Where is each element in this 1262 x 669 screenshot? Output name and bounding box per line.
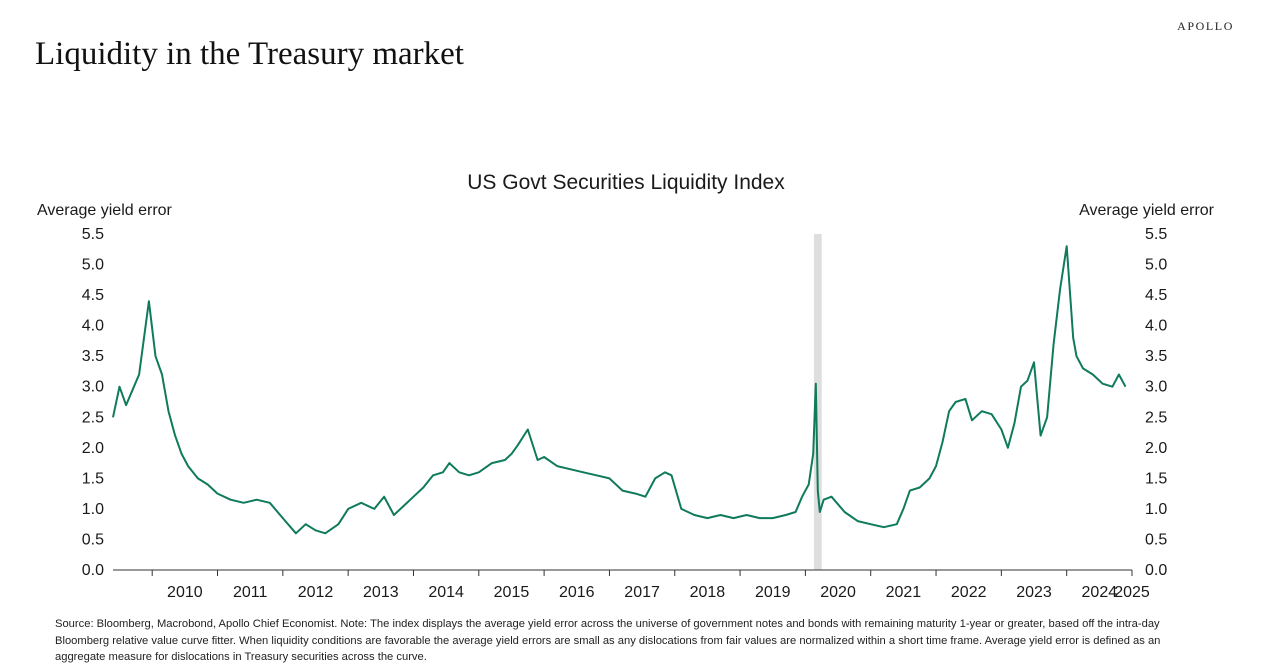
- y-tick-label-right: 1.0: [1145, 501, 1167, 518]
- y-tick-label-left: 1.5: [82, 470, 104, 487]
- y-tick-label-right: 2.5: [1145, 409, 1167, 426]
- x-tick-label: 2021: [886, 584, 922, 601]
- x-tick-label: 2025: [1114, 584, 1150, 601]
- shaded-period-bar: [813, 234, 822, 570]
- y-tick-label-right: 5.5: [1145, 226, 1167, 243]
- liquidity-line-chart: US Govt Securities Liquidity Index Avera…: [37, 171, 1215, 601]
- x-tick-label: 2022: [951, 584, 987, 601]
- y-tick-label-left: 5.5: [82, 226, 104, 243]
- y-tick-label-left: 3.0: [82, 379, 104, 396]
- x-tick-label: 2016: [559, 584, 595, 601]
- x-tick-label: 2017: [624, 584, 660, 601]
- chart-title: US Govt Securities Liquidity Index: [467, 171, 785, 194]
- y-tick-label-left: 5.0: [82, 257, 104, 274]
- y-tick-label-right: 1.5: [1145, 470, 1167, 487]
- source-note: Source: Bloomberg, Macrobond, Apollo Chi…: [55, 618, 1161, 663]
- x-tick-label: 2019: [755, 584, 791, 601]
- y-tick-label-left: 3.5: [82, 348, 104, 365]
- series-line-0: [112, 245, 1127, 535]
- x-tick-label: 2024: [1082, 584, 1118, 601]
- y-tick-label-right: 5.0: [1145, 257, 1167, 274]
- x-tick-label: 2011: [233, 584, 268, 601]
- x-tick-label: 2018: [690, 584, 726, 601]
- y-tick-label-right: 0.5: [1145, 531, 1167, 548]
- x-tick-label: 2012: [298, 584, 334, 601]
- y-tick-label-left: 4.0: [82, 318, 104, 335]
- y-tick-label-left: 0.0: [82, 562, 104, 579]
- y-tick-label-right: 4.0: [1145, 318, 1167, 335]
- y-tick-label-right: 0.0: [1145, 562, 1167, 579]
- x-tick-label: 2010: [167, 584, 203, 601]
- page-title: Liquidity in the Treasury market: [35, 36, 464, 72]
- y-axis-label-right: Average yield error: [1079, 202, 1215, 219]
- y-tick-label-left: 4.5: [82, 287, 104, 304]
- x-tick-label: 2015: [494, 584, 530, 601]
- y-tick-label-right: 3.0: [1145, 379, 1167, 396]
- y-tick-label-right: 4.5: [1145, 287, 1167, 304]
- y-tick-label-right: 2.0: [1145, 440, 1167, 457]
- x-tick-label: 2020: [820, 584, 856, 601]
- y-tick-label-left: 2.5: [82, 409, 104, 426]
- y-tick-label-left: 0.5: [82, 531, 104, 548]
- x-tick-label: 2013: [363, 584, 399, 601]
- y-tick-label-left: 2.0: [82, 440, 104, 457]
- brand-logo-text: APOLLO: [1177, 19, 1234, 33]
- x-tick-label: 2014: [428, 584, 464, 601]
- x-tick-label: 2023: [1016, 584, 1052, 601]
- y-tick-label-left: 1.0: [82, 501, 104, 518]
- y-tick-label-right: 3.5: [1145, 348, 1167, 365]
- y-axis-label-left: Average yield error: [37, 202, 173, 219]
